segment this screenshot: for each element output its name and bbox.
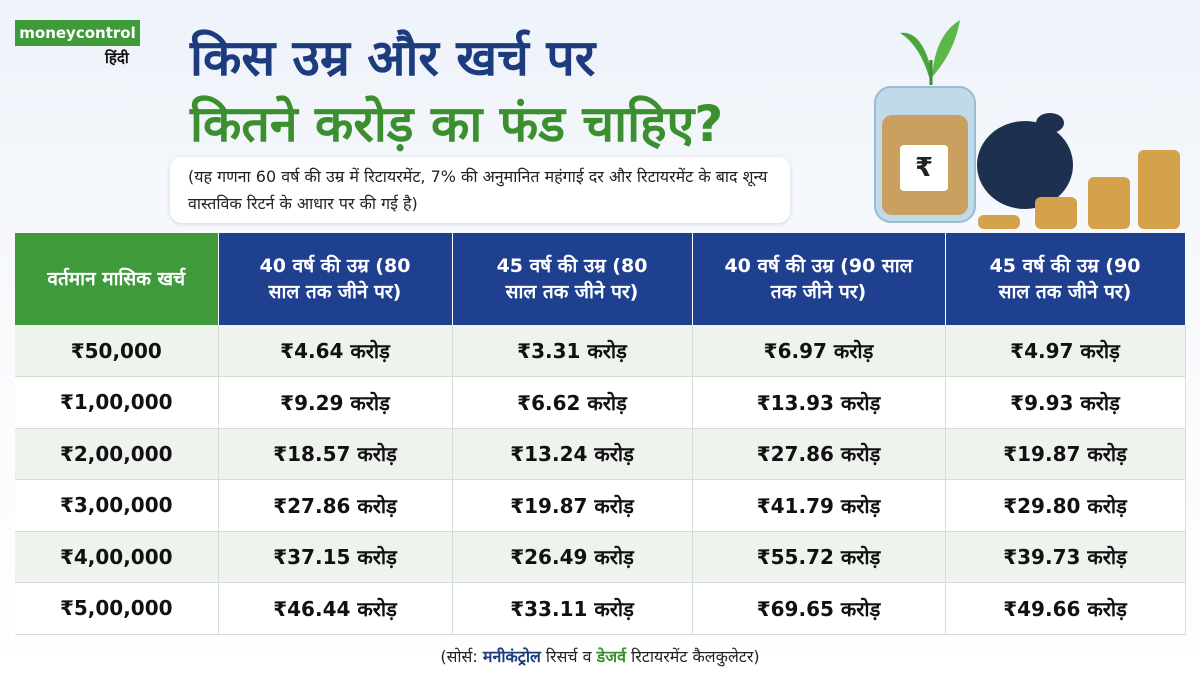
fund-cell: ₹19.87 करोड़ bbox=[945, 428, 1186, 480]
fund-cell: ₹4.97 करोड़ bbox=[945, 325, 1186, 377]
column-header: 40 वर्ष की उम्र (80 साल तक जीने पर) bbox=[218, 233, 453, 325]
fund-cell: ₹13.24 करोड़ bbox=[452, 428, 693, 480]
source-part: डेजर्व bbox=[596, 647, 626, 666]
data-table: वर्तमान मासिक खर्च 40 वर्ष की उम्र (80 सा… bbox=[15, 233, 1186, 635]
fund-cell: ₹18.57 करोड़ bbox=[218, 428, 453, 480]
source: (सोर्स: मनीकंट्रोल रिसर्च व डेजर्व रिटाय… bbox=[0, 645, 1200, 667]
source-part: मनीकंट्रोल bbox=[482, 647, 541, 666]
expense-cell: ₹2,00,000 bbox=[15, 428, 219, 480]
fund-cell: ₹46.44 करोड़ bbox=[218, 582, 453, 635]
expense-cell: ₹4,00,000 bbox=[15, 531, 219, 583]
expense-cell: ₹3,00,000 bbox=[15, 479, 219, 532]
header-row: वर्तमान मासिक खर्च 40 वर्ष की उम्र (80 सा… bbox=[15, 233, 1186, 325]
title-line: किस उम्र और खर्च पर bbox=[190, 29, 596, 87]
jar-symbol: ₹ bbox=[915, 153, 933, 183]
expense-cell: ₹1,00,000 bbox=[15, 376, 219, 429]
fund-cell: ₹39.73 करोड़ bbox=[945, 531, 1186, 583]
logo-sub: हिंदी bbox=[105, 49, 129, 67]
column-header: 45 वर्ष की उम्र (90 साल तक जीने पर) bbox=[945, 233, 1186, 325]
fund-cell: ₹27.86 करोड़ bbox=[218, 479, 453, 532]
fund-cell: ₹9.93 करोड़ bbox=[945, 376, 1186, 429]
table-row: ₹2,00,000 ₹18.57 करोड़ ₹13.24 करोड़ ₹27.86 … bbox=[15, 428, 1186, 480]
fund-cell: ₹13.93 करोड़ bbox=[692, 376, 946, 429]
expense-cell: ₹50,000 bbox=[15, 325, 219, 377]
fund-cell: ₹37.15 करोड़ bbox=[218, 531, 453, 583]
source-part: रिसर्च व bbox=[545, 647, 592, 666]
fund-cell: ₹19.87 करोड़ bbox=[452, 479, 693, 532]
fund-cell: ₹27.86 करोड़ bbox=[692, 428, 946, 480]
table-row: ₹50,000 ₹4.64 करोड़ ₹3.31 करोड़ ₹6.97 करोड़… bbox=[15, 325, 1186, 377]
table-row: ₹5,00,000 ₹46.44 करोड़ ₹33.11 करोड़ ₹69.65 … bbox=[15, 582, 1186, 635]
fund-cell: ₹6.97 करोड़ bbox=[692, 325, 946, 377]
fund-cell: ₹55.72 करोड़ bbox=[692, 531, 946, 583]
fund-cell: ₹26.49 करोड़ bbox=[452, 531, 693, 583]
fund-cell: ₹29.80 करोड़ bbox=[945, 479, 1186, 532]
fund-cell: ₹3.31 करोड़ bbox=[452, 325, 693, 377]
fund-cell: ₹9.29 करोड़ bbox=[218, 376, 453, 429]
fund-cell: ₹6.62 करोड़ bbox=[452, 376, 693, 429]
source-part: (सोर्स: bbox=[440, 647, 478, 666]
note: (यह गणना 60 वर्ष की उम्र में रिटायरमेंट,… bbox=[170, 157, 790, 223]
fund-cell: ₹49.66 करोड़ bbox=[945, 582, 1186, 635]
logo: moneycontrol bbox=[15, 20, 140, 46]
title-line: कितने करोड़ का फंड चाहिए? bbox=[190, 95, 724, 153]
fund-cell: ₹33.11 करोड़ bbox=[452, 582, 693, 635]
source-part: रिटायरमेंट कैलकुलेटर) bbox=[631, 647, 760, 666]
table-row: ₹1,00,000 ₹9.29 करोड़ ₹6.62 करोड़ ₹13.93 कर… bbox=[15, 376, 1186, 429]
illustration: ₹ bbox=[874, 20, 1180, 229]
fund-cell: ₹41.79 करोड़ bbox=[692, 479, 946, 532]
table-row: ₹4,00,000 ₹37.15 करोड़ ₹26.49 करोड़ ₹55.72 … bbox=[15, 531, 1186, 583]
fund-cell: ₹4.64 करोड़ bbox=[218, 325, 453, 377]
column-header: 40 वर्ष की उम्र (90 साल तक जीने पर) bbox=[692, 233, 946, 325]
fund-cell: ₹69.65 करोड़ bbox=[692, 582, 946, 635]
table-row: ₹3,00,000 ₹27.86 करोड़ ₹19.87 करोड़ ₹41.79 … bbox=[15, 479, 1186, 532]
column-header: 45 वर्ष की उम्र (80 साल तक जीने पर) bbox=[452, 233, 693, 325]
column-header: वर्तमान मासिक खर्च bbox=[15, 233, 219, 325]
expense-cell: ₹5,00,000 bbox=[15, 582, 219, 635]
